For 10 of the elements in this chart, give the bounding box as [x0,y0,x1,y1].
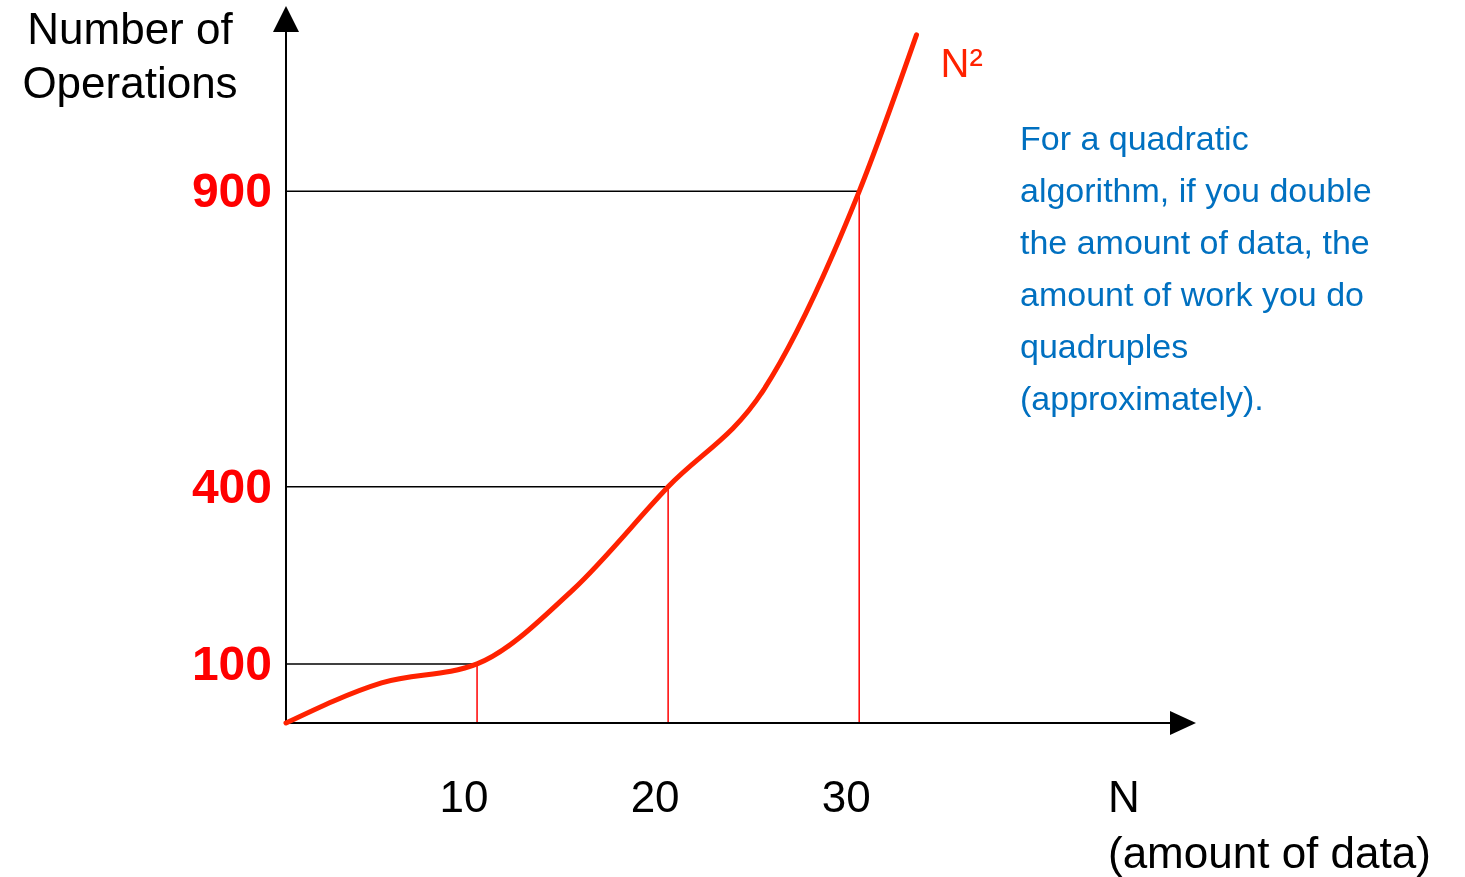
y-axis-title: Number of Operations [22,4,238,107]
x-tick-label: 20 [630,772,680,821]
x-tick-label: 30 [821,772,871,821]
annotation: For a quadratic algorithm, if you double the amount of data, the amount of work you do quadruples (approximately). [1020,119,1372,417]
y-tick-label: 100 [191,636,272,690]
x-axis-title: N (amount of data) [1108,772,1431,877]
y-tick-label: 400 [191,459,272,513]
series-label: N² [940,40,983,85]
x-tick-label: 10 [439,772,489,821]
y-tick-label: 900 [191,164,272,218]
